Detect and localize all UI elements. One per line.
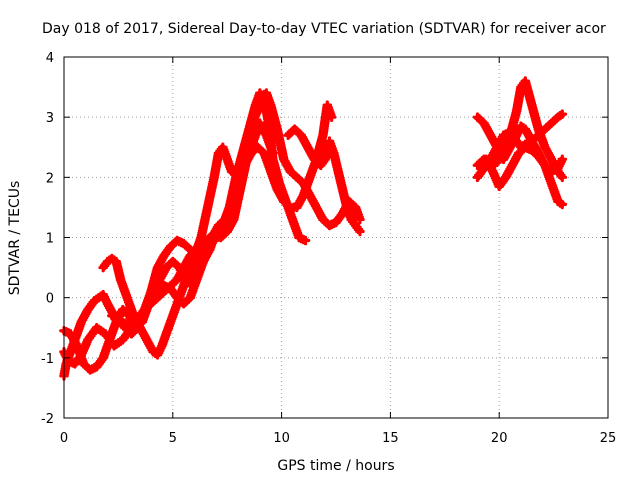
x-tick-label: 0: [60, 431, 68, 446]
series-arc-5: [107, 88, 365, 339]
y-tick-label: -2: [41, 412, 54, 427]
y-tick-label: 2: [46, 171, 54, 186]
y-tick-label: 0: [46, 292, 54, 307]
data-series: [59, 76, 568, 381]
series-arc-10: [481, 142, 568, 192]
x-axis-label: GPS time / hours: [277, 458, 394, 474]
x-tick-label: 10: [273, 431, 290, 446]
y-tick-label: -1: [41, 352, 54, 367]
x-tick-label: 25: [600, 431, 617, 446]
chart-title: Day 018 of 2017, Sidereal Day-to-day VTE…: [42, 21, 606, 37]
y-tick-label: 1: [46, 232, 54, 247]
y-axis-label: SDTVAR / TECUs: [7, 181, 23, 296]
axis-ticks: 0 5 10 15 20 25 -2 -1 0 1 2 3 4: [41, 51, 616, 446]
x-tick-label: 15: [382, 431, 399, 446]
x-tick-label: 5: [169, 431, 177, 446]
x-tick-label: 20: [491, 431, 508, 446]
y-tick-label: 4: [46, 51, 54, 66]
y-tick-label: 3: [46, 111, 54, 126]
series-arc-6: [283, 124, 365, 237]
